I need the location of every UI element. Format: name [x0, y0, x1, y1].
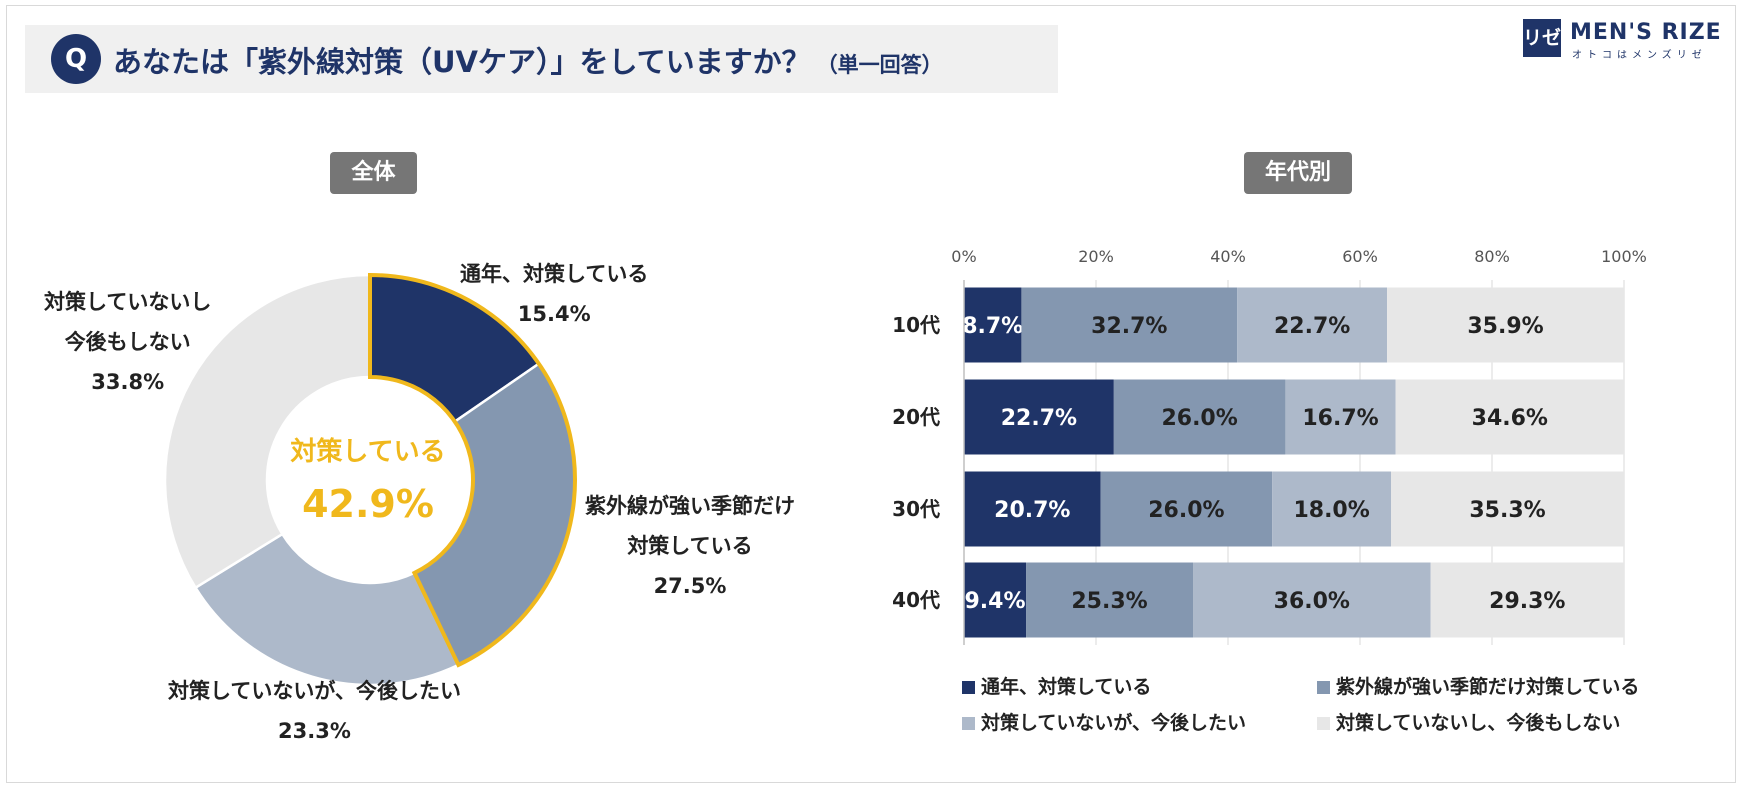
- y-category-label: 20代: [892, 405, 940, 429]
- donut-label-seasonal-text2: 対策している: [627, 534, 753, 558]
- donut-center-title: 対策している: [290, 437, 446, 467]
- bar-value-label: 36.0%: [1274, 589, 1350, 614]
- donut-label-seasonal: 紫外線が強い季節だけ 対策している 27.5%: [585, 486, 795, 606]
- legend-item-future: 対策していないが、今後したい: [962, 708, 1246, 735]
- bar-value-label: 25.3%: [1071, 589, 1147, 614]
- logo-name: MEN'S RIZE: [1570, 20, 1722, 45]
- legend-label-year-round: 通年、対策している: [981, 676, 1152, 698]
- donut-label-never-text2: 今後もしない: [64, 330, 191, 354]
- bar-segment-never: [1391, 471, 1624, 547]
- bar-segment-year-round: [964, 379, 1114, 455]
- question-text: あなたは「紫外線対策（UVケア）」をしていますか？: [113, 45, 811, 79]
- section-label-by-age: 年代別: [1244, 152, 1352, 194]
- bar-value-label: 22.7%: [1274, 314, 1350, 339]
- y-category-label: 10代: [892, 313, 940, 337]
- bar-value-label: 34.6%: [1472, 406, 1548, 431]
- y-category-label: 40代: [892, 588, 940, 612]
- legend-swatch-seasonal: [1317, 681, 1330, 694]
- bar-segment-future: [1237, 287, 1388, 363]
- legend-swatch-future: [962, 717, 975, 730]
- logo-tagline: オトコはメンズリゼ: [1572, 50, 1707, 61]
- x-tick-label: 20%: [1078, 247, 1114, 266]
- question-badge: Q: [51, 34, 101, 84]
- slide-frame: [6, 5, 1736, 783]
- donut-label-seasonal-pct: 27.5%: [653, 574, 727, 598]
- bar-value-label: 16.7%: [1302, 406, 1378, 431]
- bar-value-label: 8.7%: [962, 314, 1023, 339]
- bar-segment-never: [1395, 379, 1624, 455]
- donut-highlight-outline: [368, 272, 577, 668]
- legend-item-seasonal: 紫外線が強い季節だけ対策している: [1317, 672, 1639, 699]
- bar-value-label: 22.7%: [1001, 406, 1077, 431]
- donut-center-value: 42.9%: [302, 482, 434, 526]
- bar-value-label: 35.9%: [1467, 314, 1543, 339]
- x-tick-label: 100%: [1601, 247, 1647, 266]
- bar-segment-never: [1430, 562, 1624, 638]
- x-tick-label: 60%: [1342, 247, 1378, 266]
- bar-value-label: 29.3%: [1489, 589, 1565, 614]
- bar-segment-future: [1285, 379, 1396, 455]
- x-tick-label: 40%: [1210, 247, 1246, 266]
- x-tick-label: 80%: [1474, 247, 1510, 266]
- legend-label-seasonal: 紫外線が強い季節だけ対策している: [1336, 676, 1640, 698]
- bar-segment-seasonal: [1026, 562, 1194, 638]
- donut-label-year-round: 通年、対策している 15.4%: [460, 254, 648, 334]
- donut-label-never: 対策していないし 今後もしない 33.8%: [44, 282, 211, 402]
- bar-segment-year-round: [964, 562, 1027, 638]
- donut-label-never-pct: 33.8%: [91, 370, 165, 394]
- donut-center-label: 対策している 42.9%: [268, 432, 468, 536]
- bar-segment-seasonal: [1100, 471, 1273, 547]
- legend-item-year-round: 通年、対策している: [962, 672, 1151, 699]
- legend-item-never: 対策していないし、今後もしない: [1317, 708, 1620, 735]
- bar-value-label: 26.0%: [1161, 406, 1237, 431]
- donut-label-year-round-pct: 15.4%: [517, 302, 591, 326]
- legend-label-future: 対策していないが、今後したい: [981, 712, 1247, 734]
- donut-segment-never: [163, 273, 372, 590]
- brand-logo: リゼ MEN'S RIZE オトコはメンズリゼ: [1523, 19, 1728, 61]
- donut-segment-future: [193, 532, 461, 687]
- question-bar: Q あなたは「紫外線対策（UVケア）」をしていますか？ （単一回答）: [25, 25, 1058, 93]
- bar-value-label: 18.0%: [1293, 498, 1369, 523]
- bar-segment-never: [1387, 287, 1624, 363]
- legend-swatch-never: [1317, 717, 1330, 730]
- bar-segment-seasonal: [1113, 379, 1286, 455]
- logo-mark: リゼ: [1523, 19, 1561, 57]
- x-tick-label: 0%: [951, 247, 976, 266]
- answer-type-note: （単一回答）: [816, 53, 943, 77]
- bar-value-label: 9.4%: [965, 589, 1026, 614]
- bar-segment-future: [1193, 562, 1431, 638]
- bar-segment-year-round: [964, 287, 1022, 363]
- section-label-overall: 全体: [330, 152, 417, 194]
- bar-value-label: 32.7%: [1091, 314, 1167, 339]
- donut-label-year-round-text: 通年、対策している: [460, 262, 649, 286]
- donut-label-never-text1: 対策していないし: [44, 290, 212, 314]
- bar-value-label: 26.0%: [1148, 498, 1224, 523]
- donut-label-future: 対策していないが、今後したい 23.3%: [168, 671, 461, 751]
- donut-label-seasonal-text1: 紫外線が強い季節だけ: [585, 494, 795, 518]
- donut-label-future-text: 対策していないが、今後したい: [168, 679, 461, 703]
- question-title: あなたは「紫外線対策（UVケア）」をしていますか？ （単一回答）: [113, 39, 943, 81]
- bar-value-label: 35.3%: [1469, 498, 1545, 523]
- bar-segment-future: [1272, 471, 1392, 547]
- legend-swatch-year-round: [962, 681, 975, 694]
- bar-segment-seasonal: [1021, 287, 1238, 363]
- legend-label-never: 対策していないし、今後もしない: [1336, 712, 1621, 734]
- donut-label-future-pct: 23.3%: [278, 719, 351, 743]
- bar-segment-year-round: [964, 471, 1101, 547]
- y-category-label: 30代: [892, 497, 940, 521]
- bar-value-label: 20.7%: [994, 498, 1070, 523]
